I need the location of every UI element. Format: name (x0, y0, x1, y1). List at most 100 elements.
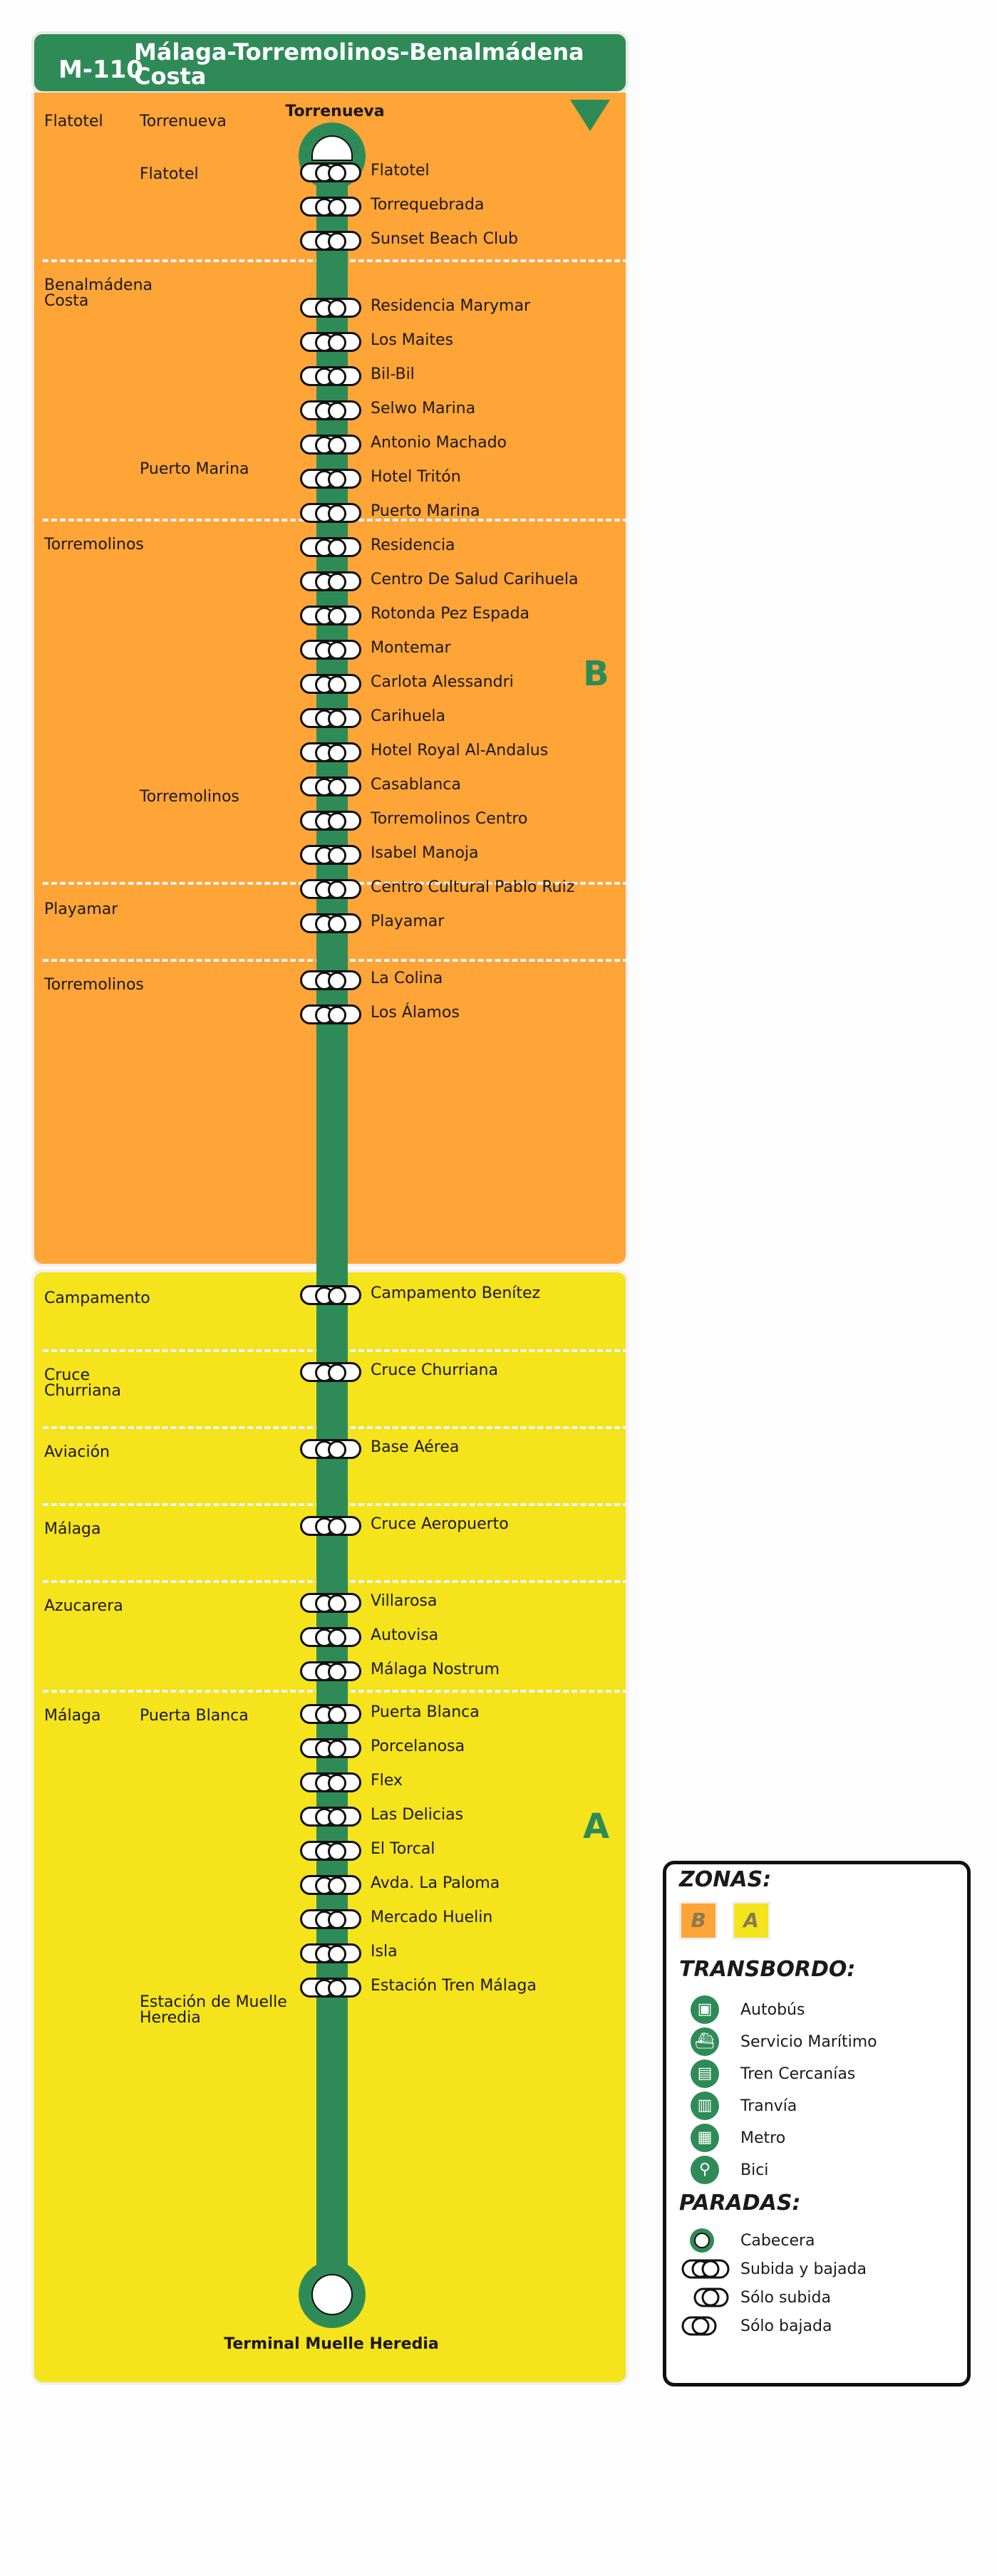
route-header: M-110 Málaga-Torremolinos-Benalmádena Co… (31, 31, 629, 94)
municipio-label: Azucarera (44, 1597, 123, 1615)
stop-name: Isla (371, 1943, 398, 1960)
start-terminal-name: Torrenueva (285, 103, 385, 120)
stop-marker-circle (328, 504, 346, 523)
municipio-label: Flatotel (44, 113, 103, 130)
stop-marker-circle (328, 402, 346, 420)
stop-marker (300, 469, 361, 489)
legend-label: Tranvía (740, 2097, 797, 2115)
stop-name: Base Aérea (371, 1438, 460, 1456)
legend-label: Bici (740, 2161, 769, 2179)
stop-marker-circle (328, 1006, 346, 1024)
legend-label: Sólo subida (740, 2289, 831, 2307)
solo-bajada-icon (681, 2316, 717, 2336)
stop-name: Residencia Marymar (371, 297, 531, 315)
stop-name: Los Maites (371, 331, 453, 349)
legend-transbordo-title: TRANSBORDO: (679, 1957, 856, 1982)
solo-subida-icon (693, 2287, 729, 2307)
stop-name: Las Delicias (371, 1806, 464, 1824)
stop-name: Carlota Alessandri (371, 673, 514, 691)
stop-name: Los Álamos (371, 1004, 460, 1022)
stop-marker-circle (328, 470, 346, 489)
stop-marker-circle (328, 1440, 346, 1459)
legend-zone-a: A (732, 1901, 770, 1940)
stop-marker (300, 1704, 361, 1724)
stop-name: Avda. La Paloma (371, 1874, 500, 1892)
stop-marker-circle (328, 744, 346, 762)
stop-marker (300, 1875, 361, 1895)
stop-marker (300, 1362, 361, 1382)
stop-name: Residencia (371, 536, 455, 554)
stop-name: Hotel Royal Al-Andalus (371, 742, 549, 759)
stop-marker (300, 197, 361, 217)
stop-marker-circle (328, 573, 346, 591)
stop-marker-circle (328, 368, 346, 386)
legend-label: Metro (740, 2129, 786, 2147)
stop-marker-circle (328, 1517, 346, 1536)
stop-name: Casablanca (371, 776, 461, 794)
legend-label: Subida y bajada (740, 2260, 867, 2278)
stop-name: Bil-Bil (371, 365, 415, 383)
stop-marker (300, 777, 361, 796)
stop-marker (300, 1661, 361, 1681)
stop-marker (300, 231, 361, 251)
stop-marker-circle (328, 164, 346, 182)
stop-marker (300, 845, 361, 865)
stop-marker (300, 1909, 361, 1929)
train-icon: ▤ (691, 2060, 719, 2088)
stop-marker-circle (328, 1740, 346, 1758)
stop-marker (300, 1772, 361, 1792)
bus-icon: ▣ (691, 1995, 719, 2024)
stop-marker (300, 1841, 361, 1861)
stop-marker (300, 1004, 361, 1024)
municipio-label: Cruce Churriana (44, 1366, 121, 1400)
stop-marker (300, 366, 361, 386)
stop-marker-circle (328, 1842, 346, 1861)
stop-marker-circle (328, 675, 346, 694)
stop-marker-circle (328, 299, 346, 318)
legend-label: Tren Cercanías (740, 2065, 856, 2083)
stop-marker (300, 1627, 361, 1647)
stop-name: Málaga Nostrum (371, 1661, 500, 1678)
stop-name: Mercado Huelin (371, 1908, 493, 1926)
stop-marker-circle (328, 1663, 346, 1681)
stop-marker-circle (328, 641, 346, 660)
legend-label: Sólo bajada (740, 2317, 832, 2335)
stop-marker (300, 674, 361, 694)
stop-marker (300, 400, 361, 420)
end-terminal-marker (299, 2261, 366, 2328)
nucleo-label: Torrenueva (140, 113, 227, 130)
stop-marker (300, 435, 361, 455)
municipio-label: Playamar (44, 900, 118, 918)
stop-marker (300, 1439, 361, 1459)
stop-marker-circle (328, 1808, 346, 1827)
legend: ZONAS: B A TRANSBORDO: ▣ Autobús ⛴ Servi… (663, 1861, 971, 2387)
stop-marker-circle (328, 1705, 346, 1724)
direction-arrow-icon (570, 100, 610, 131)
end-terminal-name: Terminal Muelle Heredia (224, 2335, 439, 2353)
stop-marker-circle (328, 1945, 346, 1963)
stop-marker (300, 811, 361, 831)
legend-label: Autobús (740, 2001, 805, 2019)
stop-marker (300, 1738, 361, 1758)
stop-marker-circle (328, 1629, 346, 1647)
stop-marker (300, 742, 361, 762)
stop-marker-circle (328, 1911, 346, 1929)
stop-marker (300, 708, 361, 728)
stop-marker-circle (328, 198, 346, 217)
stop-marker (300, 1978, 361, 1998)
stop-marker (300, 1943, 361, 1963)
stop-marker-circle (328, 846, 346, 865)
zone-a-letter: A (583, 1807, 610, 1847)
nucleo-label: Puerto Marina (140, 460, 249, 478)
stop-marker (300, 537, 361, 557)
bike-icon: ⚲ (691, 2156, 719, 2184)
stop-name: Campamento Benítez (371, 1284, 541, 1302)
nucleo-label: Estación de Muelle Heredia (140, 1993, 287, 2027)
stop-marker (300, 162, 361, 182)
stop-marker-circle (328, 1979, 346, 1998)
stop-name: La Colina (371, 970, 443, 987)
stop-marker (300, 640, 361, 660)
ferry-icon: ⛴ (691, 2027, 719, 2056)
stop-marker-circle (328, 881, 346, 899)
stop-name: Sunset Beach Club (371, 230, 518, 248)
